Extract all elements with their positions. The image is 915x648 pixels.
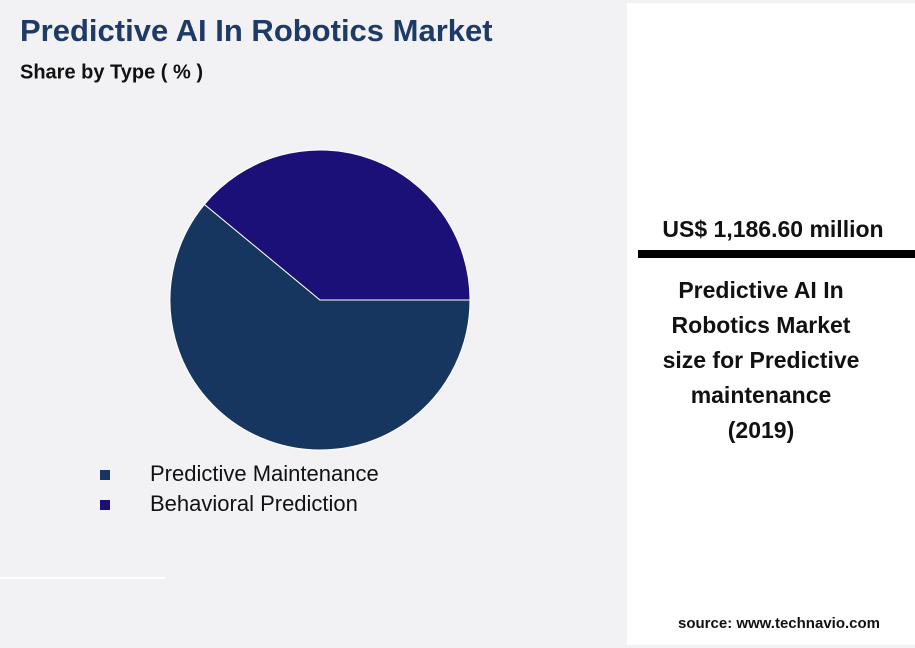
legend-marker <box>100 500 110 510</box>
highlight-description: (2019) <box>728 417 794 443</box>
pie-slice <box>203 149 471 301</box>
chart-subtitle: Share by Type ( % ) <box>20 61 203 83</box>
highlight-description: maintenance <box>691 382 832 408</box>
highlight-description: Predictive AI In <box>678 277 843 303</box>
highlight-bar <box>638 250 915 258</box>
legend-marker <box>100 470 110 480</box>
source: source: www.technavio.com <box>678 615 880 632</box>
side-panel <box>627 3 915 645</box>
legend-label: Predictive Maintenance <box>150 461 379 486</box>
highlight-description: size for Predictive <box>663 347 860 373</box>
legend-label: Behavioral Prediction <box>150 491 358 516</box>
highlight-value: US$ 1,186.60 million <box>662 216 883 242</box>
pie-slice <box>169 203 471 451</box>
chart-title: Predictive AI In Robotics Market <box>20 13 493 48</box>
highlight-description: Robotics Market <box>672 312 851 338</box>
